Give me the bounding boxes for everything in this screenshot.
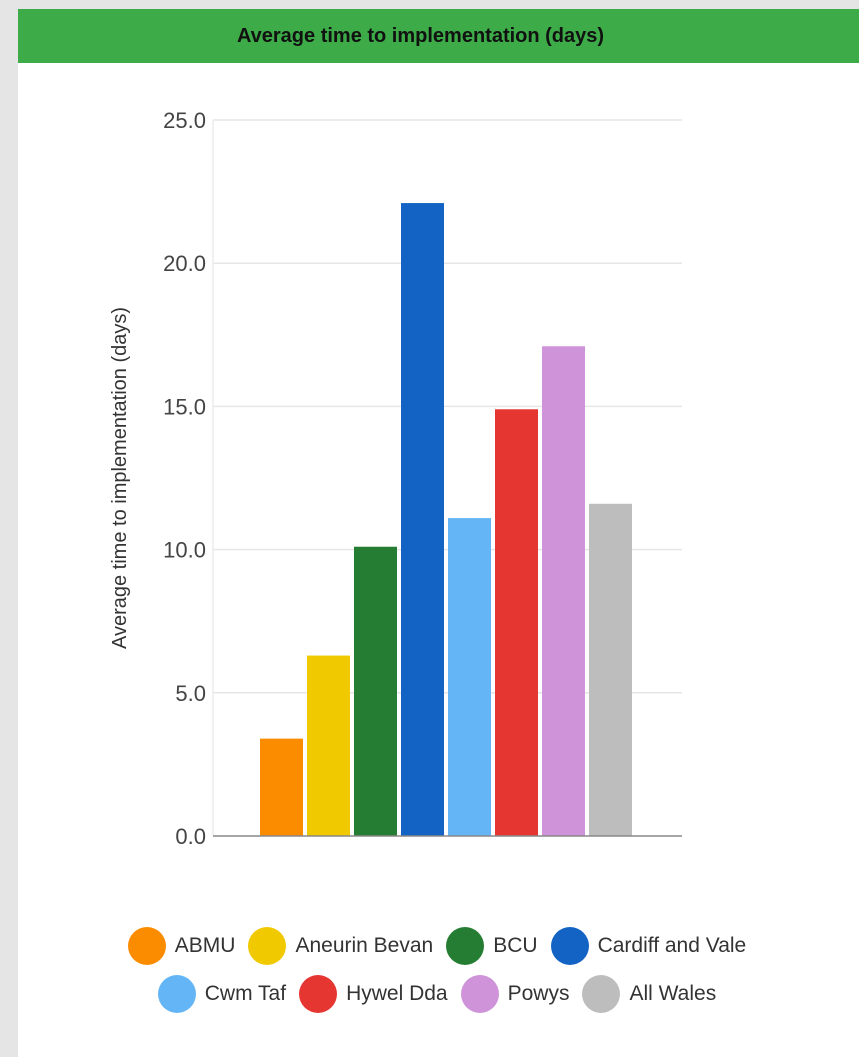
legend-label: Cardiff and Vale bbox=[597, 934, 747, 957]
bar-bcu[interactable] bbox=[354, 546, 397, 836]
legend-item[interactable]: Hywel Dda bbox=[299, 975, 451, 1013]
legend-item[interactable]: All Wales bbox=[582, 975, 719, 1013]
legend-item[interactable]: Cwm Taf bbox=[157, 975, 289, 1013]
bar-hywel-dda[interactable] bbox=[495, 409, 538, 836]
bar-powys[interactable] bbox=[542, 346, 585, 836]
bar-cwm-taf[interactable] bbox=[448, 518, 491, 836]
chart-title: Average time to implementation (days) bbox=[236, 24, 605, 47]
chart-card: Average time to implementation (days) 0.… bbox=[18, 9, 859, 1057]
legend-item[interactable]: BCU bbox=[446, 927, 540, 965]
legend-label: Hywel Dda bbox=[346, 982, 448, 1005]
legend-row: ABMU Aneurin Bevan BCU Cardiff and Vale bbox=[18, 927, 859, 965]
y-tick-label: 0.0 bbox=[175, 824, 206, 849]
legend-swatch bbox=[299, 975, 338, 1013]
legend-swatch bbox=[127, 927, 166, 965]
y-axis-ticks: 0.0 5.0 10.0 15.0 20.0 25.0 bbox=[163, 108, 206, 849]
legend-row: Cwm Taf Hywel Dda Powys All Wales bbox=[18, 975, 859, 1013]
y-tick-label: 20.0 bbox=[163, 251, 206, 276]
legend-label: Aneurin Bevan bbox=[295, 934, 434, 957]
legend-label: ABMU bbox=[174, 934, 236, 957]
legend-swatch bbox=[157, 975, 196, 1013]
y-tick-label: 15.0 bbox=[163, 394, 206, 419]
bars bbox=[260, 203, 632, 836]
legend-label: All Wales bbox=[629, 982, 717, 1005]
y-tick-label: 5.0 bbox=[175, 681, 206, 706]
legend-swatch bbox=[550, 927, 589, 965]
bar-chart: 0.0 5.0 10.0 15.0 20.0 25.0 Average time to i… bbox=[109, 108, 682, 849]
legend-swatch bbox=[582, 975, 621, 1013]
y-tick-label: 25.0 bbox=[163, 108, 206, 133]
legend-label: BCU bbox=[493, 934, 538, 957]
legend-label: Cwm Taf bbox=[204, 982, 287, 1005]
y-axis-label: Average time to implementation (days) bbox=[109, 307, 131, 649]
legend-label: Powys bbox=[507, 982, 570, 1005]
legend-item[interactable]: Cardiff and Vale bbox=[550, 927, 750, 965]
chart-header: Average time to implementation (days) bbox=[18, 9, 859, 63]
y-tick-label: 10.0 bbox=[163, 538, 206, 563]
bar-cardiff-and-vale[interactable] bbox=[401, 203, 444, 836]
legend-swatch bbox=[248, 927, 287, 965]
legend-item[interactable]: ABMU bbox=[127, 927, 239, 965]
legend-swatch bbox=[446, 927, 485, 965]
legend-item[interactable]: Aneurin Bevan bbox=[248, 927, 436, 965]
bar-all-wales[interactable] bbox=[589, 503, 632, 836]
legend-swatch bbox=[460, 975, 499, 1013]
bar-abmu[interactable] bbox=[260, 738, 303, 836]
legend-item[interactable]: Powys bbox=[460, 975, 573, 1013]
bar-aneurin-bevan[interactable] bbox=[307, 655, 350, 836]
